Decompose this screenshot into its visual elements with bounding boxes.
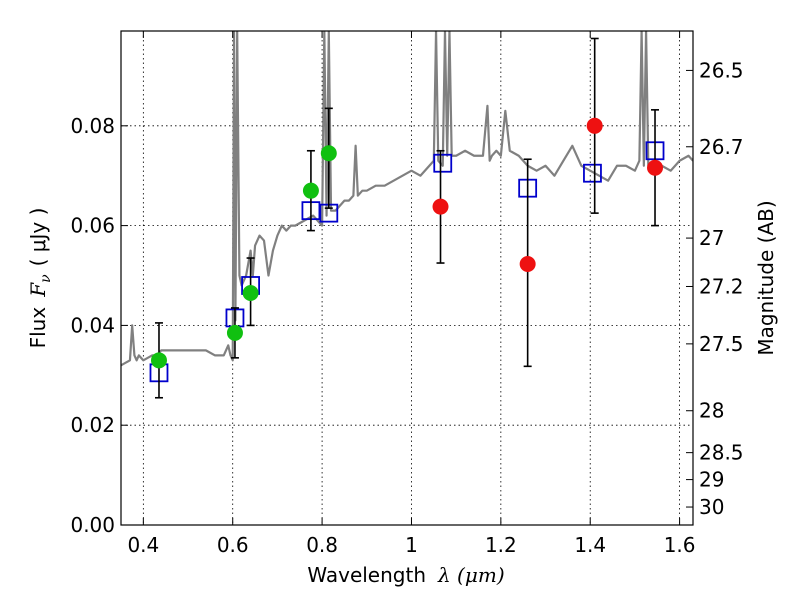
y-tick-label: 0.02 [70, 413, 115, 437]
y2-tick-label: 27.5 [699, 332, 744, 356]
y2-tick-label: 28 [699, 399, 724, 423]
y2-axis-label: Magnitude (AB) [754, 200, 778, 355]
y-tick-label: 0.04 [70, 313, 115, 337]
model-photometry-square [583, 163, 602, 183]
y2-tick-label: 29 [699, 468, 724, 492]
observed-point [519, 256, 536, 273]
y2-tick-label: 27 [699, 226, 724, 250]
observed-point [432, 198, 449, 215]
axis-ticks: 0.4 0.6 0.8 1 1.2 1.4 1.6 0.00 0.02 0.04 0.06 0.08 2… [70, 31, 744, 557]
x-tick-label: 0.4 [127, 533, 159, 557]
y-tick-label: 0.00 [70, 513, 115, 537]
y2-tick-label: 28.5 [699, 441, 744, 465]
x-tick-label: 1.2 [485, 533, 517, 557]
y-axis-unit: ( μJy ) [26, 208, 50, 267]
x-tick-label: 1.4 [574, 533, 606, 557]
y-axis-symbol: F [26, 282, 50, 298]
plot-frame [120, 30, 694, 526]
x-axis-label: Wavelength λ (μm) [307, 563, 504, 587]
y-tick-label: 0.08 [70, 114, 115, 138]
plot-area [121, 31, 693, 399]
observed-point [302, 182, 319, 199]
grid [121, 31, 693, 526]
observed-point [586, 117, 603, 134]
y-axis-label: FluxFν( μJy ) [26, 208, 54, 349]
x-axis-symbol: λ (μm) [437, 563, 505, 587]
x-tick-label: 0.6 [217, 533, 249, 557]
y-axis-subscript: ν [38, 274, 54, 283]
observed-point [320, 145, 337, 162]
observed-point [647, 159, 664, 176]
y2-tick-label: 30 [699, 495, 724, 519]
y2-tick-label: 26.5 [699, 58, 744, 82]
y2-tick-label: 26.7 [699, 135, 744, 159]
y2-tick-label: 27.2 [699, 274, 744, 298]
observed-point [150, 352, 167, 369]
x-tick-label: 1.6 [664, 533, 696, 557]
spectrum-line [121, 31, 693, 367]
y-tick-label: 0.06 [70, 214, 115, 238]
observed-point [242, 284, 259, 301]
x-tick-label: 0.8 [306, 533, 338, 557]
observed-point [226, 324, 243, 341]
model-photometry-square [433, 153, 453, 173]
x-tick-label: 1 [405, 533, 418, 557]
